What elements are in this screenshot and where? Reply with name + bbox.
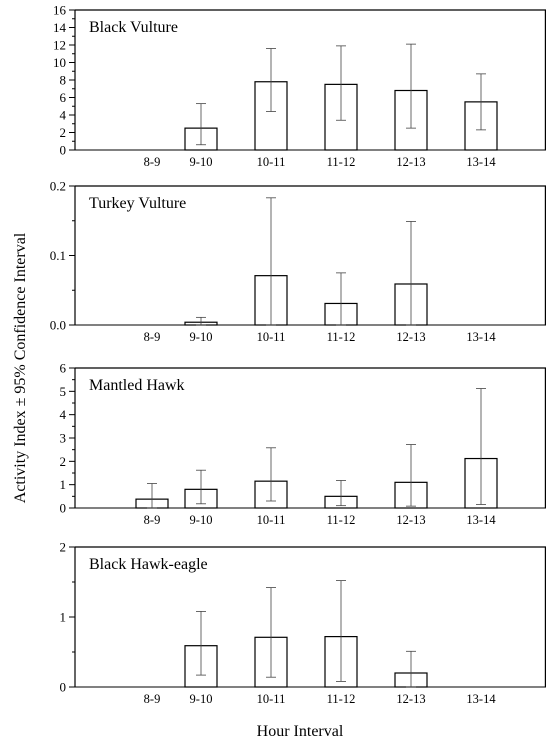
y-tick-label: 14 [53,20,67,35]
panel-title: Black Hawk-eagle [89,556,208,573]
panel-title: Black Vulture [89,19,178,36]
panel-mantled-hawk: 0 1 2 3 4 5 6 8-9 9-10 10-11 11-12 12-13 13-14 Mantle… [60,361,546,527]
y-tick-label: 0.0 [50,318,66,333]
y-tick-label: 12 [53,38,66,53]
x-tick-label: 12-13 [396,513,425,527]
x-tick-label: 8-9 [144,330,161,344]
x-tick-label: 8-9 [144,155,161,169]
x-tick-label: 10-11 [257,330,286,344]
y-tick-label: 3 [60,431,67,446]
y-tick-label: 10 [53,55,66,70]
x-axis-title: Hour Interval [257,723,344,740]
x-tick-label: 11-12 [327,513,356,527]
panel-turkey-vulture: 0.0 0.1 0.2 8-9 9-10 10-11 11-12 12-13 13-14 Turk… [50,179,546,344]
y-tick-label: 0.1 [50,248,66,263]
x-tick-label: 11-12 [327,330,356,344]
y-tick-label: 1 [60,610,67,625]
panel-title: Mantled Hawk [89,377,185,394]
y-tick-label: 6 [60,361,67,376]
x-tick-label: 12-13 [396,692,425,706]
x-tick-label: 12-13 [396,155,425,169]
x-tick-label: 9-10 [190,513,213,527]
y-tick-label: 1 [60,477,67,492]
y-tick-label: 2 [60,125,67,140]
y-tick-label: 8 [60,73,67,88]
x-tick-label: 12-13 [396,330,425,344]
x-tick-label: 13-14 [466,513,496,527]
y-tick-label: 0 [60,501,67,516]
x-tick-label: 10-11 [257,692,286,706]
y-tick-label: 0 [60,143,67,158]
y-tick-label: 0.2 [50,179,66,194]
y-tick-label: 2 [60,454,67,469]
y-tick-label: 6 [60,90,67,105]
x-tick-label: 11-12 [327,155,356,169]
y-tick-label: 4 [60,108,67,123]
y-tick-label: 5 [60,384,67,399]
y-tick-label: 16 [53,3,67,18]
x-tick-label: 13-14 [466,692,496,706]
y-axis-title: Activity Index ± 95% Confidence Interval [12,232,29,503]
x-tick-label: 9-10 [190,155,213,169]
x-tick-label: 9-10 [190,330,213,344]
y-tick-label: 2 [60,540,67,555]
x-tick-label: 11-12 [327,692,356,706]
x-tick-label: 8-9 [144,692,161,706]
y-tick-label: 0 [60,680,67,695]
x-tick-label: 10-11 [257,513,286,527]
panel-title: Turkey Vulture [89,195,186,212]
x-tick-label: 8-9 [144,513,161,527]
panel-black-hawk-eagle: 0 1 2 8-9 9-10 10-11 11-12 12-13 13-14 Black Hawk… [60,540,546,706]
x-tick-label: 13-14 [466,155,496,169]
x-tick-label: 13-14 [466,330,496,344]
panel-black-vulture: 0 2 4 6 8 10 12 14 16 8-9 9-10 10-11 11-12 12-13 13-14… [53,3,546,169]
x-tick-label: 10-11 [257,155,286,169]
x-tick-label: 9-10 [190,692,213,706]
y-tick-label: 4 [60,407,67,422]
